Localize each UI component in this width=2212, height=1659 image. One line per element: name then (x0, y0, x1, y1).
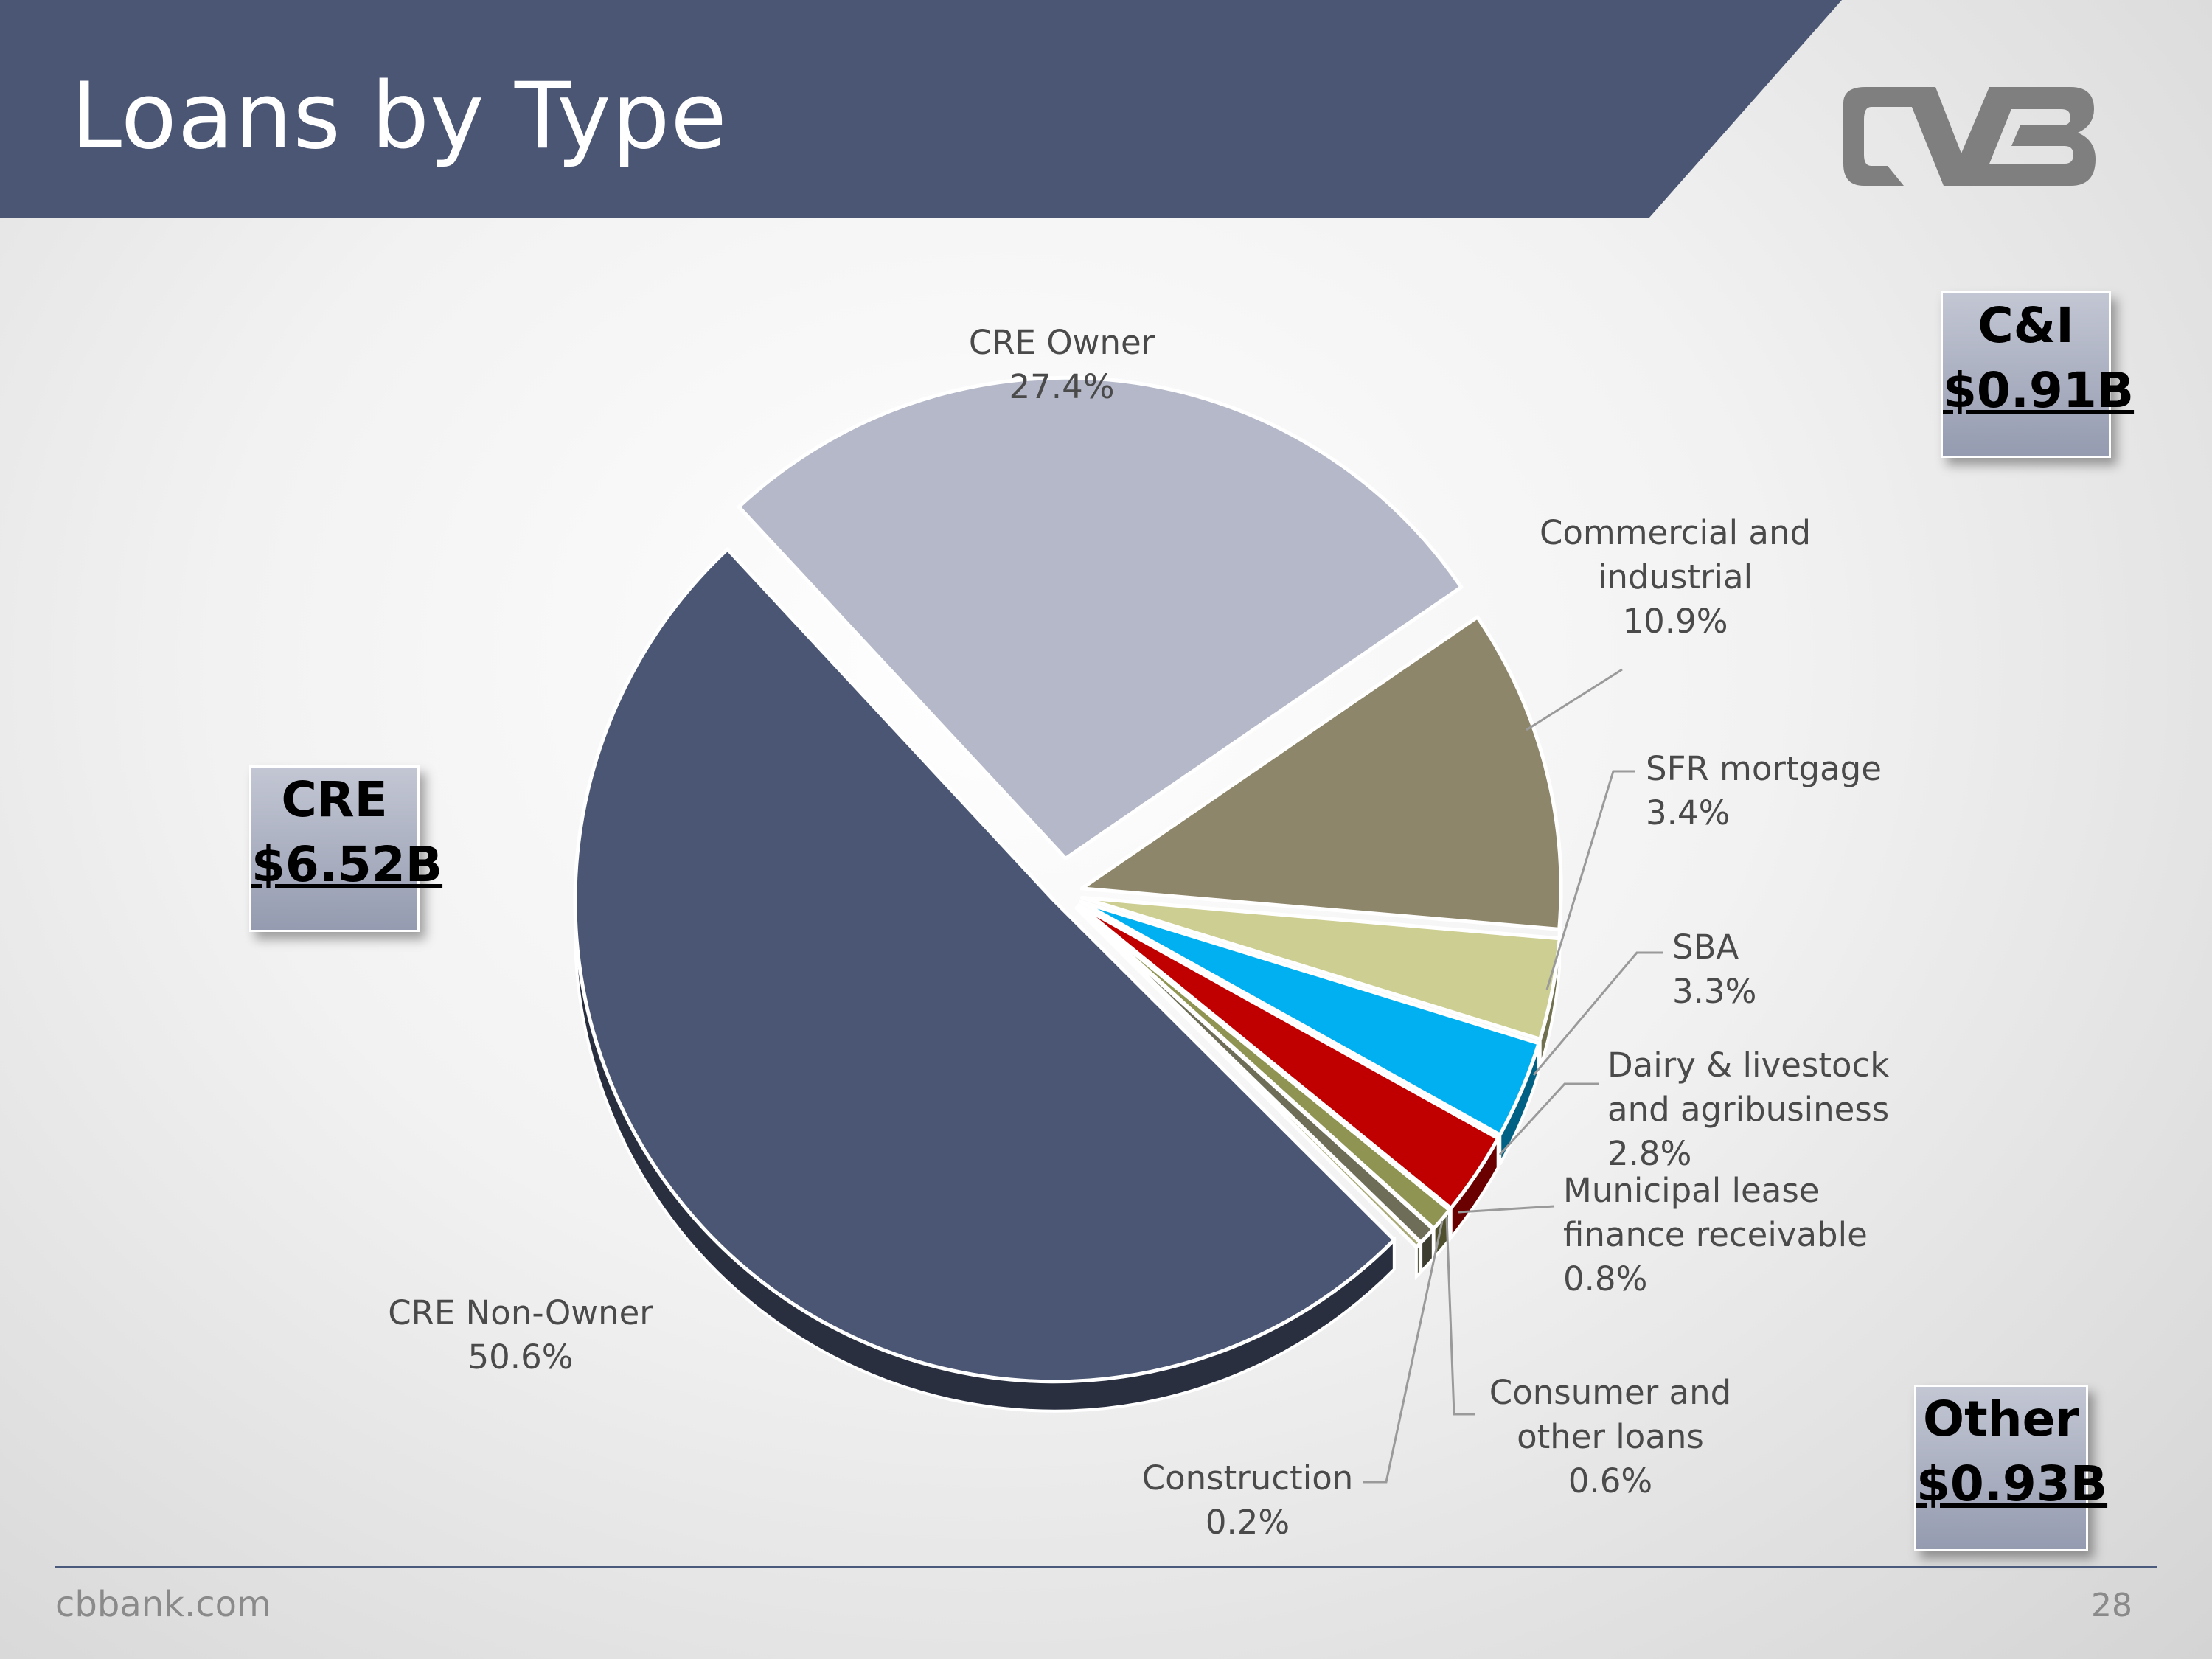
leader-line-municipal-lease-finance-receivable (1458, 1205, 1555, 1214)
other-total-box: Other $0.93B (1914, 1385, 2108, 1551)
slice-label-consumer-and-other-loans: Consumer and other loans 0.6% (1489, 1373, 1731, 1500)
leader-line-sfr-mortgage (1545, 770, 1635, 990)
footer-url: cbbank.com (55, 1584, 271, 1625)
pie-slice-sba (1079, 900, 1541, 1137)
ci-total-label: C&I (1978, 297, 2074, 354)
leader-line-dairy-livestock-and-agribusiness (1498, 1082, 1599, 1156)
slice-label-cre-owner: CRE Owner 27.4% (969, 323, 1155, 406)
cre-total-value: $6.52B (251, 836, 443, 893)
pie-labels: CRE Owner 27.4% Commercial and industrial 10… (388, 323, 1889, 1542)
page-number: 28 (2091, 1587, 2132, 1624)
slice-label-sba: SBA 3.3% (1672, 928, 1756, 1011)
slice-label-municipal-lease-finance-receivable: Municipal lease finance receivable 0.8% (1563, 1171, 1868, 1298)
pie-leader-lines (1363, 668, 1663, 1484)
leader-line-sba (1532, 951, 1663, 1076)
slice-label-cre-non-owner: CRE Non-Owner 50.6% (388, 1293, 653, 1377)
title-banner (0, 0, 1842, 218)
slice-label-sfr-mortgage: SFR mortgage 3.4% (1646, 749, 1882, 832)
other-total-value: $0.93B (1916, 1455, 2108, 1512)
slice-label-construction: Construction 0.2% (1142, 1458, 1354, 1542)
leader-line-consumer-and-other-loans (1445, 1216, 1475, 1416)
cre-total-box: CRE $6.52B (249, 765, 443, 932)
other-total-label: Other (1923, 1391, 2079, 1447)
footer-divider (55, 1566, 2157, 1568)
pie-slice-commercial-and-industrial (1079, 615, 1563, 931)
pie-slice-cre-non-owner (573, 547, 1397, 1384)
pie-slice-construction (1074, 906, 1423, 1249)
pie-slice-dairy-livestock-and-agribusiness (1077, 903, 1500, 1211)
pie-slice-cre-owner (737, 375, 1464, 860)
leader-line-commercial-and-industrial (1526, 668, 1623, 731)
title-banner-shape (0, 0, 1842, 218)
cre-total-label: CRE (281, 771, 388, 828)
ci-total-box: C&I $0.91B (1941, 291, 2135, 458)
pie-slice-sfr-mortgage (1079, 895, 1562, 1041)
pie-slices-layer (573, 375, 1563, 1384)
leader-line-construction (1363, 1220, 1444, 1484)
cvb-logo (1843, 87, 2096, 186)
page-title: Loans by Type (71, 63, 728, 170)
slice-label-commercial-and-industrial: Commercial and industrial 10.9% (1540, 513, 1811, 641)
ci-total-value: $0.91B (1943, 362, 2135, 419)
slice-label-dairy-livestock-and-agribusiness: Dairy & livestock and agribusiness 2.8% (1607, 1046, 1889, 1173)
